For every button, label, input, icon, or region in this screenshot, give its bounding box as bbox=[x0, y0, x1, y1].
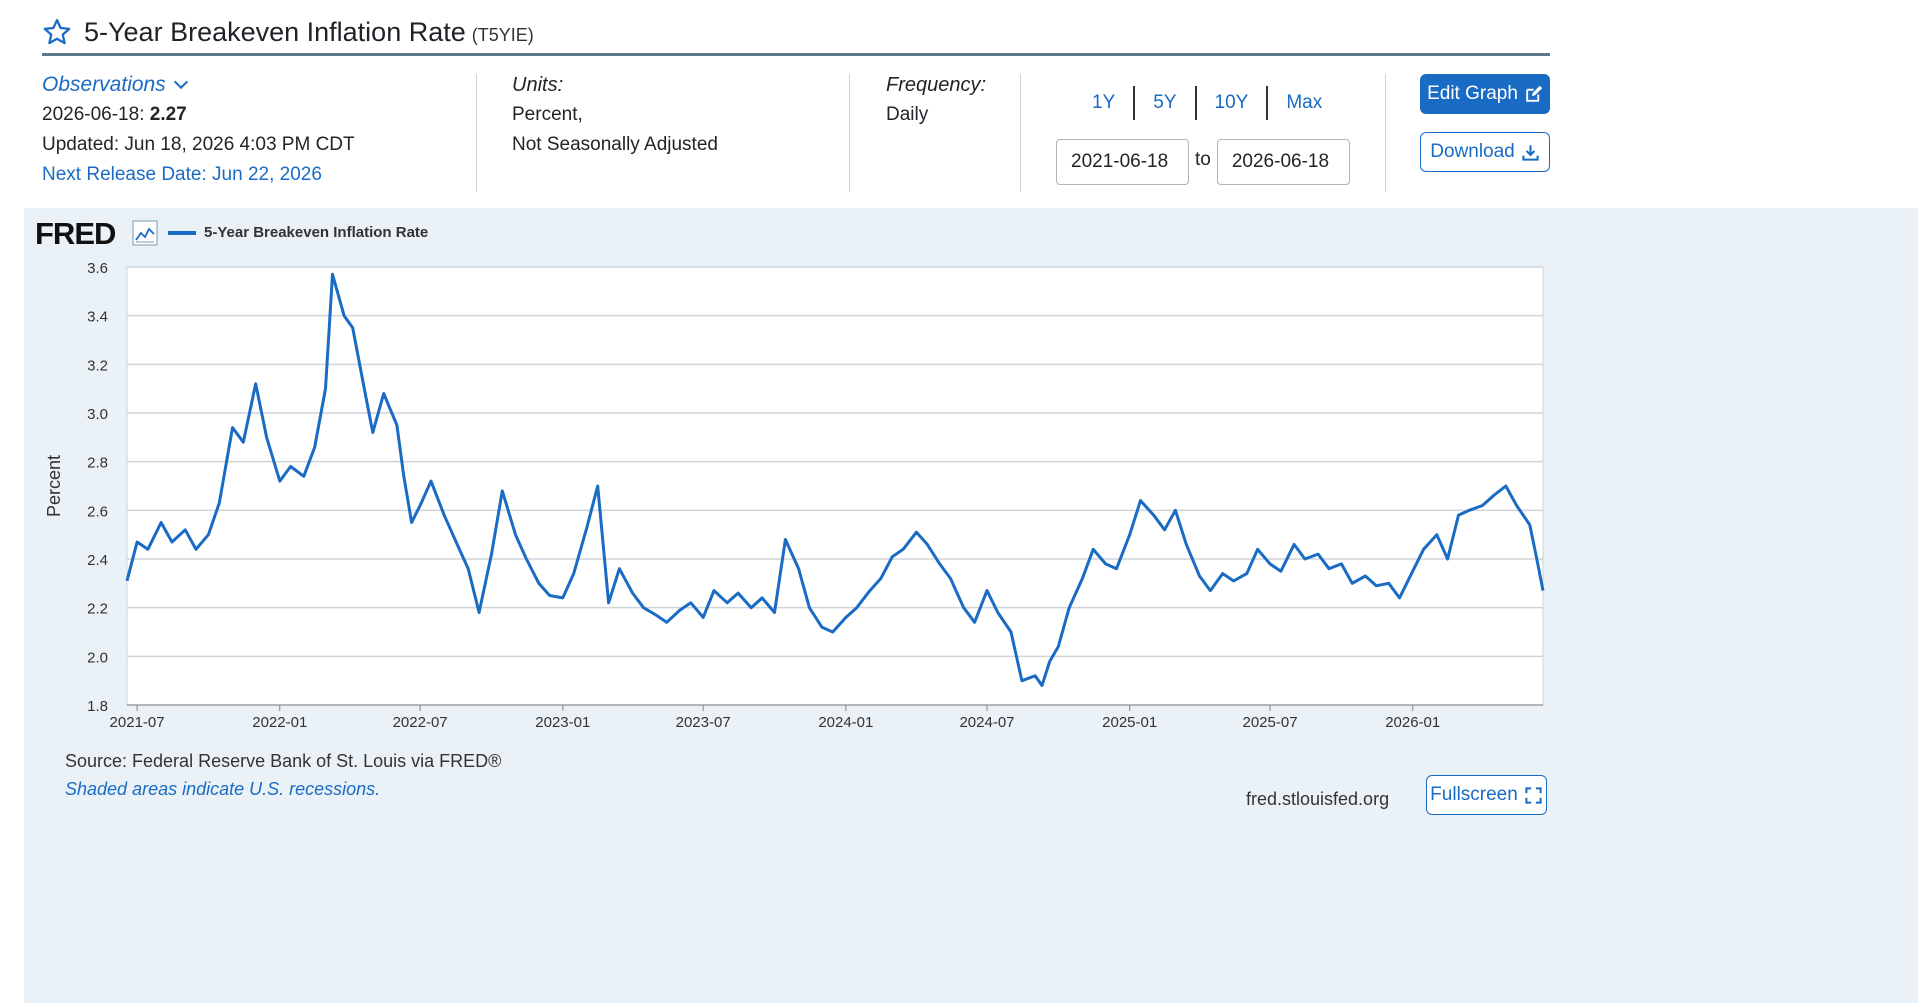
y-tick-label: 2.2 bbox=[87, 601, 108, 618]
page-header: 5-Year Breakeven Inflation Rate (T5YIE) bbox=[42, 8, 1550, 56]
y-tick-label: 2.8 bbox=[87, 455, 108, 472]
y-tick-label: 2.6 bbox=[87, 503, 108, 520]
x-tick-label: 2022-01 bbox=[252, 714, 307, 728]
x-tick-label: 2025-01 bbox=[1102, 714, 1157, 728]
plot-background bbox=[127, 267, 1543, 705]
observation-value: 2.27 bbox=[149, 104, 187, 125]
legend-label: 5-Year Breakeven Inflation Rate bbox=[204, 224, 429, 241]
y-tick-label: 2.4 bbox=[87, 552, 108, 569]
y-tick-label: 3.4 bbox=[87, 309, 108, 326]
y-axis-label: Percent bbox=[44, 455, 64, 517]
edit-icon bbox=[1526, 85, 1543, 102]
actions-panel: Edit Graph Download bbox=[1420, 70, 1550, 200]
download-icon bbox=[1522, 144, 1539, 161]
x-tick-label: 2025-07 bbox=[1243, 714, 1298, 728]
y-tick-label: 1.8 bbox=[87, 698, 108, 715]
edit-graph-label: Edit Graph bbox=[1427, 83, 1518, 104]
updated-timestamp: Updated: Jun 18, 2026 4:03 PM CDT bbox=[42, 134, 355, 155]
frequency-panel: Frequency: Daily bbox=[886, 70, 1016, 200]
range-button-10y[interactable]: 10Y bbox=[1197, 86, 1269, 120]
fullscreen-icon bbox=[1525, 786, 1542, 804]
series-id: (T5YIE) bbox=[471, 24, 534, 45]
source-note: Source: Federal Reserve Bank of St. Loui… bbox=[65, 751, 502, 771]
download-button[interactable]: Download bbox=[1420, 132, 1550, 172]
y-tick-label: 2.0 bbox=[87, 649, 108, 666]
date-range-panel: 1Y 5Y 10Y Max to bbox=[1052, 70, 1382, 200]
site-url: fred.stlouisfed.org bbox=[1246, 789, 1390, 809]
x-tick-label: 2026-01 bbox=[1385, 714, 1440, 728]
fullscreen-label: Fullscreen bbox=[1430, 784, 1518, 805]
y-tick-label: 3.2 bbox=[87, 357, 108, 374]
x-tick-label: 2024-01 bbox=[818, 714, 873, 728]
fullscreen-button[interactable]: Fullscreen bbox=[1426, 775, 1547, 815]
start-date-input[interactable] bbox=[1056, 139, 1189, 185]
y-tick-label: 3.0 bbox=[87, 406, 108, 423]
header-divider bbox=[42, 53, 1550, 56]
date-range-inputs: to bbox=[1056, 139, 1382, 185]
latest-observation: 2026-06-18: 2.27 bbox=[42, 104, 187, 125]
chart-icon[interactable] bbox=[132, 220, 158, 246]
to-label: to bbox=[1195, 149, 1211, 170]
legend-swatch bbox=[168, 230, 196, 235]
edit-graph-button[interactable]: Edit Graph bbox=[1420, 74, 1550, 114]
fred-logo: FRED bbox=[35, 216, 116, 251]
column-divider bbox=[849, 74, 850, 192]
column-divider bbox=[1385, 74, 1386, 192]
page-title: 5-Year Breakeven Inflation Rate bbox=[84, 16, 466, 47]
x-tick-label: 2024-07 bbox=[959, 714, 1014, 728]
y-tick-label: 3.6 bbox=[87, 260, 108, 277]
observations-toggle[interactable]: Observations bbox=[42, 70, 188, 100]
frequency-value: Daily bbox=[886, 104, 929, 125]
chart-legend: 5-Year Breakeven Inflation Rate bbox=[168, 224, 428, 241]
units-line-2: Not Seasonally Adjusted bbox=[512, 134, 718, 155]
observations-panel: Observations 2026-06-18: 2.27 Updated: J… bbox=[42, 70, 472, 200]
units-label: Units: bbox=[512, 74, 564, 96]
column-divider bbox=[1020, 74, 1021, 192]
download-label: Download bbox=[1430, 141, 1515, 162]
units-panel: Units: Percent, Not Seasonally Adjusted bbox=[512, 70, 842, 200]
x-tick-label: 2021-07 bbox=[110, 714, 165, 728]
x-tick-label: 2023-07 bbox=[676, 714, 731, 728]
end-date-input[interactable] bbox=[1216, 139, 1350, 185]
range-button-5y[interactable]: 5Y bbox=[1135, 86, 1197, 120]
range-button-1y[interactable]: 1Y bbox=[1074, 86, 1136, 120]
next-release-link[interactable]: Next Release Date: Jun 22, 2026 bbox=[42, 164, 322, 185]
x-tick-label: 2022-07 bbox=[393, 714, 448, 728]
star-icon[interactable] bbox=[42, 17, 72, 47]
range-buttons: 1Y 5Y 10Y Max bbox=[1074, 83, 1382, 123]
chart-panel: FRED 5-Year Breakeven Inflation Rate 1.8… bbox=[24, 208, 1918, 1003]
series-line bbox=[125, 272, 1545, 687]
chevron-down-icon bbox=[173, 74, 188, 90]
frequency-label: Frequency: bbox=[886, 74, 987, 96]
recession-note-link[interactable]: Shaded areas indicate U.S. recessions. bbox=[65, 779, 381, 799]
x-tick-label: 2023-01 bbox=[535, 714, 590, 728]
range-button-max[interactable]: Max bbox=[1286, 92, 1323, 113]
chart-plot[interactable]: 1.8 2.0 2.2 2.4 2.6 2.8 3.0 3.2 3.4 3.6 2021-07 202… bbox=[24, 208, 1567, 728]
units-line-1: Percent, bbox=[512, 104, 583, 125]
observations-toggle-label: Observations bbox=[42, 73, 166, 96]
observation-date: 2026-06-18 bbox=[42, 104, 140, 125]
column-divider bbox=[476, 74, 477, 192]
